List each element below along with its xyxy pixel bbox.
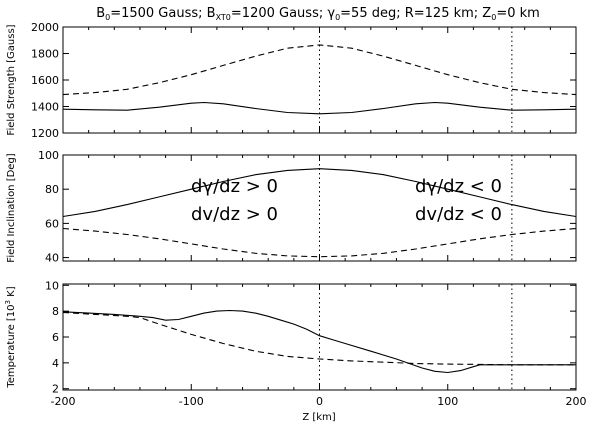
temperature-panel: Temperature [103 K] Z [km] 2 4 6 8 10 -200 -10… — [4, 279, 587, 423]
field-inclination-series-dashed — [62, 227, 577, 258]
temperature-xtick-label: 100 — [437, 395, 458, 408]
temperature-xtick-label: 200 — [566, 395, 587, 408]
field-inclination-ylabel: Field Inclination [Deg] — [6, 153, 17, 263]
field-inclination-ytick-label: 60 — [45, 217, 59, 230]
field-strength-ytick-label: 2000 — [31, 21, 59, 34]
annotation-left-1: dγ/dz > 0 — [191, 176, 278, 197]
temperature-xtick-label: -200 — [51, 395, 76, 408]
temperature-ytick-label: 10 — [45, 279, 59, 292]
temperature-xtick-label: -100 — [179, 395, 204, 408]
field-strength-panel: Field Strength [Gauss] 1200 1400 1600 1800 2… — [6, 21, 577, 140]
annotation-right-1: dγ/dz < 0 — [415, 176, 502, 197]
temperature-xlabel: Z [km] — [302, 412, 335, 423]
field-strength-ylabel: Field Strength [Gauss] — [6, 24, 17, 135]
field-inclination-panel: Field Inclination [Deg] dγ/dz > 0 dv/dz … — [6, 149, 577, 265]
field-strength-series-solid — [62, 101, 577, 115]
field-strength-ytick-label: 1800 — [31, 48, 59, 61]
field-strength-ytick-label: 1200 — [31, 127, 59, 140]
field-strength-ytick-label: 1400 — [31, 101, 59, 114]
temperature-ylabel: Temperature [103 K] — [4, 286, 17, 388]
annotation-left-2: dv/dz > 0 — [191, 204, 278, 225]
field-inclination-ytick-label: 100 — [38, 149, 59, 162]
field-strength-ytick-label: 1600 — [31, 74, 59, 87]
field-inclination-ytick-label: 80 — [45, 183, 59, 196]
field-inclination-ytick-label: 40 — [45, 252, 59, 265]
temperature-ytick-label: 4 — [52, 357, 59, 370]
figure-title: B0=1500 Gauss; BXT0=1200 Gauss; γ0=55 de… — [96, 6, 540, 22]
field-inclination-series-solid — [62, 168, 577, 218]
temperature-xtick-label: 0 — [316, 395, 323, 408]
temperature-ytick-label: 6 — [52, 331, 59, 344]
temperature-ytick-label: 2 — [52, 383, 59, 396]
temperature-series-solid — [62, 309, 576, 374]
temperature-series-dashed — [62, 311, 576, 366]
temperature-ytick-label: 8 — [52, 305, 59, 318]
annotation-right-2: dv/dz < 0 — [415, 204, 502, 225]
field-strength-series-dashed — [62, 44, 577, 96]
